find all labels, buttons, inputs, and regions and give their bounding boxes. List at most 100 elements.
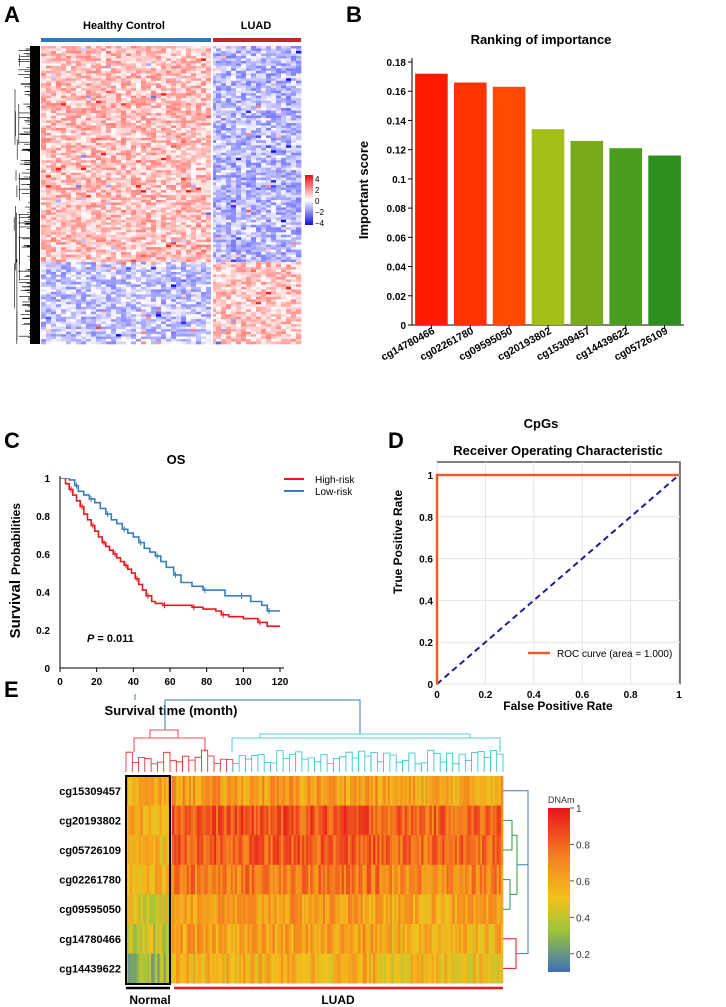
heatmap-cell <box>281 214 287 218</box>
heatmap-cell <box>116 93 122 96</box>
heatmap-cell <box>286 269 292 273</box>
heatmap-cell <box>261 70 267 74</box>
heatmap-cell <box>201 80 207 84</box>
heatmap-cell <box>286 175 292 178</box>
heatmap-cell <box>166 58 172 62</box>
heatmap-cell <box>221 83 227 87</box>
heatmap-cell <box>61 63 67 67</box>
heatmap-cell <box>201 73 207 77</box>
heatmap-cell <box>126 53 132 57</box>
heatmap-cell <box>136 48 142 52</box>
heatmap-cell <box>121 142 127 146</box>
heatmap-cell <box>261 199 267 203</box>
heatmap-cell <box>286 105 292 109</box>
heatmap-cell <box>266 155 272 159</box>
heatmap-cell <box>141 155 147 159</box>
heatmap-cell <box>86 100 92 104</box>
heatmap-cell <box>41 60 47 64</box>
heatmap-cell <box>236 113 242 116</box>
heatmap-cell <box>266 125 272 129</box>
heatmap-cell <box>176 65 182 69</box>
heatmap-cell <box>291 118 297 121</box>
heatmap-cell <box>196 90 202 94</box>
heatmap-cell <box>256 172 262 176</box>
heatmap-cell <box>161 219 167 223</box>
heatmap-cell <box>291 249 297 253</box>
heatmap-cell <box>141 281 147 285</box>
heatmap-cell <box>106 281 112 285</box>
heatmap-cell <box>286 85 292 89</box>
heatmap-cell <box>51 232 57 236</box>
heatmap-cell <box>201 279 207 283</box>
heatmap-cell <box>141 137 147 141</box>
heatmap-cell <box>186 88 192 91</box>
heatmap-cell <box>106 162 112 166</box>
heatmap-cell <box>66 249 72 253</box>
heatmap-cell <box>261 73 267 77</box>
heatmap-cell <box>56 249 62 253</box>
heatmap-cell <box>51 180 57 183</box>
heatmap-cell <box>256 155 262 159</box>
heatmap-cell <box>236 177 242 181</box>
heatmap-cell <box>86 157 92 161</box>
heatmap-cell <box>56 142 62 146</box>
heatmap-cell <box>171 135 177 139</box>
heatmap-cell <box>286 145 292 149</box>
heatmap-cell <box>41 271 47 275</box>
heatmap-cell <box>271 88 277 91</box>
heatmap-cell <box>141 185 147 188</box>
heatmap-cell <box>231 254 237 258</box>
heatmap-cell <box>106 264 112 268</box>
heatmap-cell <box>216 244 222 248</box>
heatmap-cell <box>41 93 47 96</box>
heatmap-cell <box>271 155 277 159</box>
heatmap-cell <box>126 269 132 273</box>
heatmap-cell <box>101 207 107 211</box>
heatmap-cell <box>261 137 267 141</box>
heatmap-cell <box>116 55 122 59</box>
heatmap-cell <box>61 239 67 243</box>
heatmap-cell <box>251 170 257 173</box>
heatmap-cell <box>116 73 122 77</box>
heatmap-cell <box>51 70 57 74</box>
heatmap-cell <box>286 46 292 49</box>
heatmap-cell <box>276 267 282 270</box>
heatmap-cell <box>61 75 67 79</box>
heatmap-cell <box>141 222 147 226</box>
heatmap-cell <box>151 105 157 109</box>
heatmap-cell <box>276 234 282 238</box>
heatmap-cell <box>206 88 212 91</box>
heatmap-cell <box>51 93 57 96</box>
heatmap-cell <box>176 267 182 270</box>
heatmap-cell <box>241 145 247 149</box>
heatmap-cell <box>106 271 112 275</box>
heatmap-cell <box>191 118 197 121</box>
heatmap-cell <box>211 219 217 223</box>
heatmap-cell <box>286 55 292 59</box>
heatmap-cell <box>161 239 167 243</box>
heatmap-cell <box>141 274 147 278</box>
heatmap-cell <box>101 53 107 57</box>
heatmap-cell <box>71 108 77 111</box>
heatmap-cell <box>241 197 247 201</box>
heatmap-cell <box>251 227 257 231</box>
heatmap-cell <box>121 224 127 228</box>
heatmap-cell <box>251 271 257 275</box>
heatmap-cell <box>41 55 47 59</box>
heatmap-cell <box>181 70 187 74</box>
heatmap-cell <box>196 197 202 201</box>
heatmap-cell <box>291 137 297 141</box>
heatmap-cell <box>191 98 197 101</box>
heatmap-cell <box>276 80 282 84</box>
heatmap-cell <box>171 110 177 114</box>
heatmap-cell <box>241 75 247 79</box>
heatmap-cell <box>266 214 272 218</box>
heatmap-cell <box>256 140 262 144</box>
heatmap-cell <box>56 170 62 173</box>
heatmap-cell <box>196 177 202 181</box>
heatmap-cell <box>216 90 222 94</box>
heatmap-cell <box>276 227 282 231</box>
heatmap-cell <box>86 88 92 91</box>
heatmap-cell <box>91 103 97 106</box>
heatmap-cell <box>46 88 52 91</box>
